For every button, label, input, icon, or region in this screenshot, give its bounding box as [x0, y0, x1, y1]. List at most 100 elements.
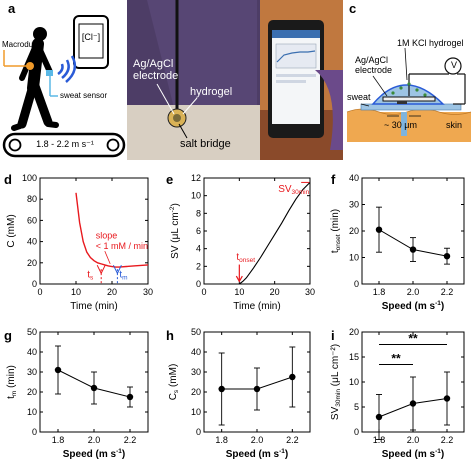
x-tick-label: 2.0: [251, 435, 264, 445]
chloride-series-line: [75, 192, 149, 268]
y-tick-label: 0: [354, 279, 359, 289]
chart-g: 1.8 2.0 2.2 0 10 20 30 40 50 Speed (m s-1) tm (min…: [6, 327, 149, 460]
sweat-label: sweat: [347, 92, 371, 102]
chart-f: 1.8 2.0 2.2 0 10 20 30 40 Speed (m s-1) tonset (m…: [330, 173, 465, 312]
panel-label-h: h: [166, 328, 174, 343]
data-point: [54, 366, 62, 374]
sweat-film: [360, 103, 462, 111]
significance-label: **: [408, 332, 418, 346]
x-tick-label: 1.8: [373, 435, 386, 445]
x-tick-label: 10: [234, 287, 244, 297]
sensor-cross-section: [346, 47, 472, 142]
electrode-label-line2: electrode: [133, 70, 179, 82]
panel-label-i: i: [331, 328, 335, 343]
y-tick-label: 0: [196, 279, 201, 289]
y-tick-label: 12: [191, 173, 201, 183]
x-tick-label: 10: [71, 287, 81, 297]
y-axis-label: SV (μL cm-2): [169, 203, 181, 259]
sweat-sensor-marker: [46, 70, 53, 76]
y-tick-label: 100: [22, 173, 37, 183]
x-tick-label: 2.2: [286, 435, 299, 445]
x-tick-label: 30: [143, 287, 153, 297]
data-point: [375, 226, 383, 233]
data-point: [443, 252, 451, 260]
x-axis-label: Speed (m s-1): [63, 448, 125, 460]
x-tick-label: 2.2: [124, 435, 137, 445]
cross-section-electrode-line2: electrode: [355, 65, 393, 75]
x-tick-label: 2.0: [407, 435, 420, 445]
y-tick-label: 40: [349, 173, 359, 183]
x-tick-label: 2.2: [441, 435, 454, 445]
data-point: [409, 400, 417, 407]
onset-arrow-head: [235, 275, 243, 283]
data-point: [375, 413, 383, 421]
y-tick-label: 0: [32, 427, 37, 437]
y-axis-label: C (mM): [6, 214, 17, 247]
y-tick-label: 15: [349, 352, 359, 362]
y-tick-label: 30: [349, 200, 359, 210]
panel-a-illustration: [2, 15, 126, 158]
macroduct-label: Macroduct: [2, 40, 40, 49]
x-axis-label: Speed (m s-1): [382, 448, 444, 460]
cross-section-electrode-label: Ag/AgCl electrode: [355, 55, 392, 75]
y-tick-label: 80: [27, 194, 37, 204]
x-tick-label: 1.8: [52, 435, 65, 445]
macroduct-marker: [26, 62, 34, 70]
data-point: [289, 373, 296, 381]
y-tick-label: 10: [349, 253, 359, 263]
chart-d: 0 10 20 30 0 20 40 60 80 100 slope< 1 mM / min ts tm…: [6, 173, 153, 312]
chart-h: 1.8 2.0 2.2 0 10 20 30 40 50 Speed (m s-1) Cs (mM): [168, 327, 311, 460]
data-point: [253, 385, 261, 393]
plot-frame: [39, 177, 149, 285]
phone-app-photo: [260, 0, 343, 160]
panel-label-a: a: [8, 1, 16, 16]
y-tick-label: 30: [27, 367, 37, 377]
electrode-label-line1: Ag/AgCl: [133, 58, 174, 70]
y-tick-label: 10: [191, 191, 201, 201]
skin-layer: [347, 112, 471, 142]
panel-label-f: f: [331, 172, 336, 187]
slope-label: slope: [96, 230, 118, 240]
x-axis-label: Time (min): [233, 301, 280, 312]
y-tick-label: 40: [27, 347, 37, 357]
y-axis-label: tm (min): [6, 365, 18, 399]
data-point: [90, 384, 98, 392]
x-axis-label: Speed (m s-1): [226, 448, 288, 460]
y-tick-label: 30: [191, 367, 201, 377]
y-tick-label: 20: [349, 226, 359, 236]
skin-label: skin: [446, 120, 463, 130]
y-tick-label: 10: [191, 407, 201, 417]
x-tick-label: 2.0: [407, 287, 420, 297]
hydrogel-label: hydrogel: [190, 86, 233, 98]
y-tick-label: 0: [32, 279, 37, 289]
data-point: [443, 395, 451, 402]
x-tick-label: 20: [270, 287, 280, 297]
y-tick-label: 50: [191, 327, 201, 337]
wireless-signal-icon: [57, 55, 77, 83]
y-tick-label: 40: [191, 347, 201, 357]
panel-label-d: d: [4, 172, 12, 187]
sv30-label: SV30min: [278, 184, 309, 196]
significance-label: **: [391, 352, 401, 366]
treadmill-icon: [2, 132, 126, 158]
sensor-photo: [127, 0, 260, 160]
y-tick-label: 8: [196, 208, 201, 218]
kcl-hydrogel-label: 1M KCl hydrogel: [397, 38, 464, 48]
y-tick-label: 20: [27, 387, 37, 397]
y-tick-label: 20: [349, 327, 359, 337]
y-tick-label: 40: [27, 237, 37, 247]
sweat-volume-series-line: [239, 182, 311, 285]
chart-e: 0 10 20 30 0 2 4 6 8 10 12 tonset SV30min Time (min) S…: [169, 173, 315, 312]
phone-text: [Cl⁻]: [81, 32, 101, 42]
salt-bridge-label: salt bridge: [180, 138, 231, 150]
data-point: [126, 393, 134, 401]
x-tick-label: 2.0: [88, 435, 101, 445]
slope-pointer: [104, 250, 111, 265]
electrode-label: Ag/AgCl electrode: [133, 58, 178, 82]
x-tick-label: 20: [107, 287, 117, 297]
x-tick-label: 0: [201, 287, 206, 297]
data-point: [218, 385, 225, 393]
treadmill-speed-label: 1.8 - 2.2 m s⁻¹: [36, 139, 94, 149]
sweat-sensor-label: sweat sensor: [60, 91, 108, 100]
x-tick-label: 30: [305, 287, 315, 297]
